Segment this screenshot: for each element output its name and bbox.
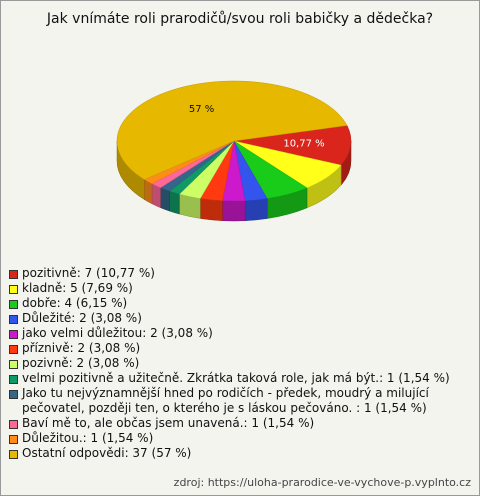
legend-swatch — [9, 375, 18, 384]
legend-item: pozitivně: 7 (10,77 %) — [9, 266, 471, 281]
legend-item: Ostatní odpovědi: 37 (57 %) — [9, 446, 471, 461]
legend-label: Ostatní odpovědi: 37 (57 %) — [22, 446, 192, 460]
slice-side — [169, 190, 180, 215]
legend-label: příznivě: 2 (3,08 %) — [22, 341, 141, 355]
legend-item: pozivně: 2 (3,08 %) — [9, 356, 471, 371]
legend-item: jako velmi důležitou: 2 (3,08 %) — [9, 326, 471, 341]
legend-swatch — [9, 270, 18, 279]
legend-swatch — [9, 420, 18, 429]
legend-swatch — [9, 285, 18, 294]
legend-label: Jako tu nejvýznamnější hned po rodičích … — [22, 386, 429, 415]
value-label: 10,77 % — [283, 139, 324, 150]
legend-swatch — [9, 450, 18, 459]
legend-label: kladně: 5 (7,69 %) — [22, 281, 133, 295]
legend-swatch — [9, 360, 18, 369]
legend-label: Důležitou.: 1 (1,54 %) — [22, 431, 154, 445]
source: zdroj: https://uloha-prarodice-ve-vychov… — [173, 476, 471, 489]
legend-swatch — [9, 315, 18, 324]
slice-side — [244, 198, 268, 221]
legend-item: příznivě: 2 (3,08 %) — [9, 341, 471, 356]
value-label: 57 % — [189, 104, 214, 115]
slice — [233, 125, 352, 166]
legend-label: Baví mě to, ale občas jsem unavená.: 1 (… — [22, 416, 315, 430]
legend-swatch — [9, 435, 18, 444]
legend-item: kladně: 5 (7,69 %) — [9, 281, 471, 296]
legend-swatch — [9, 300, 18, 309]
legend-item: dobře: 4 (6,15 %) — [9, 296, 471, 311]
legend-item: Jako tu nejvýznamnější hned po rodičích … — [9, 386, 471, 416]
legend-label: pozitivně: 7 (10,77 %) — [22, 266, 155, 280]
slice-side — [200, 198, 223, 221]
slice — [116, 80, 348, 180]
chart: Jak vnímáte roli prarodičů/svou roli bab… — [46, 11, 433, 222]
legend-swatch — [9, 330, 18, 339]
slice-side — [160, 187, 170, 212]
legend-item: Baví mě to, ale občas jsem unavená.: 1 (… — [9, 416, 471, 431]
legend: pozitivně: 7 (10,77 %) kladně: 5 (7,69 %)… — [9, 266, 471, 461]
legend-label: pozivně: 2 (3,08 %) — [22, 356, 140, 370]
chart-title: Jak vnímáte roli prarodičů/svou roli bab… — [46, 11, 433, 27]
legend-label: dobře: 4 (6,15 %) — [22, 296, 128, 310]
legend-item: velmi pozitivně a užitečně. Zkrátka tako… — [9, 371, 471, 386]
legend-swatch — [9, 390, 18, 399]
legend-swatch — [9, 345, 18, 354]
legend-label: jako velmi důležitou: 2 (3,08 %) — [22, 326, 213, 340]
legend-label: Důležité: 2 (3,08 %) — [22, 311, 142, 325]
legend-item: Důležitou.: 1 (1,54 %) — [9, 431, 471, 446]
slice-side — [222, 200, 246, 222]
legend-label: velmi pozitivně a užitečně. Zkrátka tako… — [22, 371, 450, 385]
legend-item: Důležité: 2 (3,08 %) — [9, 311, 471, 326]
